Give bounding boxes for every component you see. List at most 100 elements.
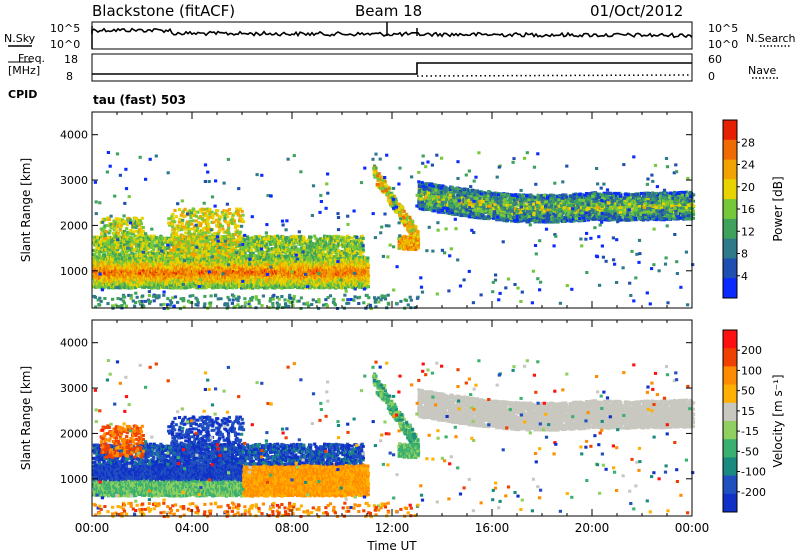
data-cell	[155, 267, 159, 271]
data-cell	[133, 256, 137, 260]
data-cell	[281, 263, 285, 267]
data-cell	[100, 258, 104, 262]
data-cell	[265, 265, 269, 269]
data-cell	[241, 277, 245, 281]
data-cell	[161, 268, 165, 272]
data-cell	[92, 256, 96, 260]
data-cell	[281, 255, 285, 258]
data-cell	[138, 276, 142, 279]
data-cell	[232, 257, 236, 261]
data-cell	[125, 279, 129, 283]
data-cell	[122, 279, 126, 283]
data-cell	[117, 258, 121, 262]
data-cell	[157, 283, 161, 287]
data-cell	[246, 268, 250, 272]
data-cell	[151, 260, 155, 263]
data-cell	[172, 276, 176, 280]
data-cell	[99, 274, 103, 278]
data-cell	[202, 268, 206, 272]
data-cell	[145, 263, 149, 267]
data-cell	[228, 279, 232, 283]
data-cell	[151, 257, 155, 261]
data-cell	[168, 272, 172, 276]
data-cell	[234, 264, 238, 268]
data-cell	[143, 285, 147, 289]
data-cell	[193, 264, 197, 268]
data-cell	[258, 271, 262, 275]
data-cell	[123, 257, 127, 261]
data-cell	[127, 276, 131, 280]
data-cell	[225, 258, 229, 262]
data-cell	[280, 283, 284, 287]
data-cell	[215, 267, 219, 271]
data-cell	[249, 254, 253, 258]
data-cell	[108, 278, 112, 282]
data-cell	[294, 284, 298, 288]
data-cell	[253, 264, 257, 268]
data-cell	[183, 272, 187, 276]
data-cell	[240, 258, 244, 262]
data-cell	[294, 265, 298, 269]
data-cell	[276, 259, 280, 263]
data-cell	[160, 266, 164, 270]
data-cell	[121, 282, 125, 286]
data-cell	[250, 248, 254, 252]
data-cell	[242, 274, 246, 278]
data-cell	[181, 278, 185, 282]
nave-series	[416, 74, 693, 77]
data-cell	[158, 273, 162, 277]
data-cell	[108, 273, 112, 277]
data-cell	[170, 275, 174, 279]
data-cell	[224, 276, 228, 280]
data-cell	[293, 263, 297, 267]
data-cell	[167, 280, 171, 284]
data-cell	[223, 255, 227, 258]
data-cell	[172, 268, 176, 272]
data-cell	[238, 285, 242, 288]
data-cell	[177, 278, 181, 282]
data-cell	[166, 268, 170, 272]
data-cell	[241, 263, 245, 267]
data-cell	[204, 258, 208, 262]
data-cell	[123, 266, 127, 270]
data-cell	[266, 286, 270, 290]
data-cell	[240, 286, 244, 290]
data-cell	[271, 266, 275, 270]
data-cell	[157, 258, 161, 262]
data-cell	[253, 258, 257, 262]
data-cell	[128, 262, 132, 266]
data-cell	[95, 279, 100, 283]
data-cell	[132, 280, 136, 284]
data-cell	[124, 283, 128, 287]
data-cell	[189, 269, 193, 273]
data-cell	[148, 286, 152, 289]
data-cell	[287, 282, 291, 285]
data-cell	[142, 268, 146, 272]
data-cell	[261, 277, 265, 281]
freq-series	[92, 62, 692, 75]
data-cell	[271, 286, 275, 290]
data-cell	[194, 273, 198, 277]
data-cell	[263, 270, 267, 274]
data-cell	[297, 262, 301, 266]
data-cell	[138, 279, 142, 283]
power-cells	[92, 151, 696, 311]
data-cell	[251, 283, 255, 286]
data-cell	[296, 277, 300, 281]
data-cell	[366, 274, 371, 278]
data-cell	[293, 256, 297, 260]
data-cell	[223, 274, 227, 278]
data-cell	[121, 263, 125, 267]
data-cell	[229, 256, 233, 260]
data-cell	[260, 274, 264, 278]
data-cell	[218, 275, 222, 279]
data-cell	[194, 271, 198, 275]
data-cell	[124, 286, 128, 290]
data-cell	[139, 256, 143, 260]
data-cell	[116, 278, 120, 282]
data-cell	[114, 270, 118, 274]
data-cell	[167, 263, 171, 267]
data-cell	[275, 278, 279, 282]
data-cell	[136, 266, 140, 270]
data-cell	[140, 266, 144, 270]
